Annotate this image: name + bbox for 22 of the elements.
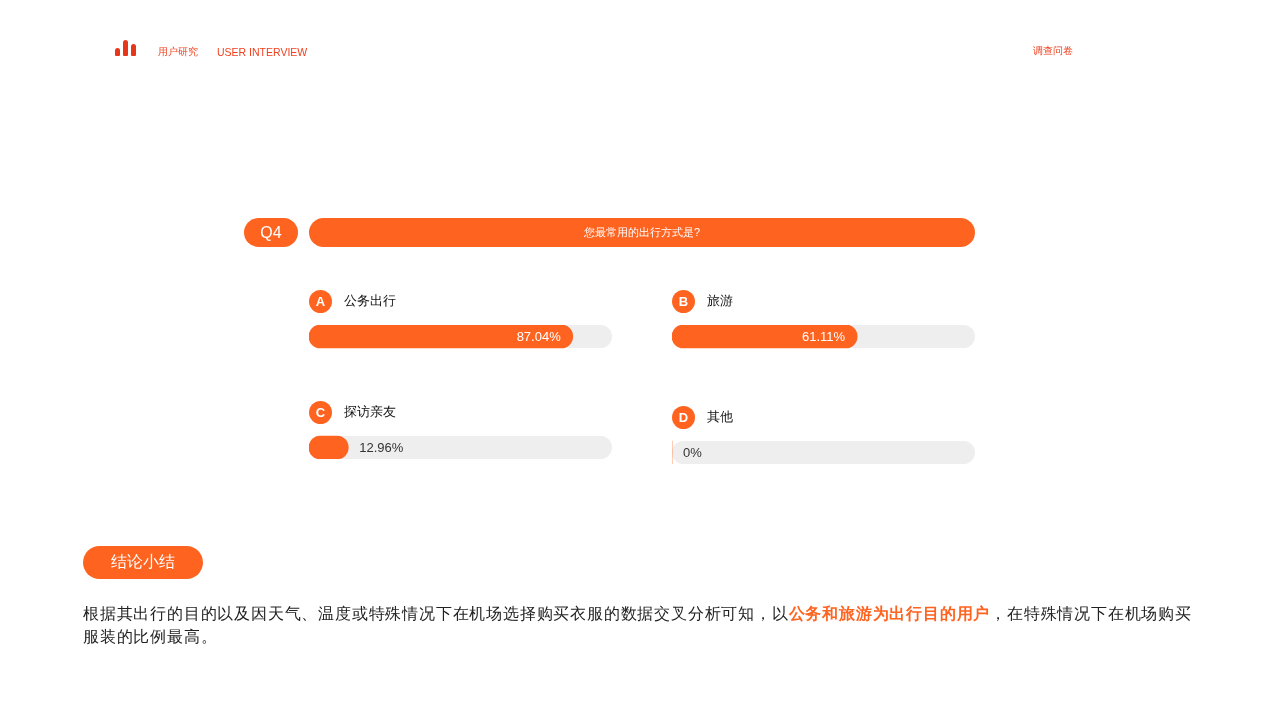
data-label: 87.04% [516, 329, 562, 345]
annotation: C [309, 401, 332, 424]
text: 调查问卷 [1033, 45, 1073, 57]
text: 服装的比例最高。 [83, 628, 218, 645]
text: USER INTERVIEW [217, 46, 308, 58]
text: 根据其出行的目的以及因天气、温度或特殊情况下在机场选择购买衣服的数据交叉分析可知，以 [83, 605, 789, 622]
text: ，在特殊情况下在机场购买 [990, 605, 1192, 622]
annotation: A [309, 290, 332, 313]
y-tick-label: 探访亲友 [344, 404, 396, 420]
annotation: D [672, 406, 695, 429]
text: 结论小结 [83, 546, 203, 579]
annotation: B [672, 290, 695, 313]
text: Q4 [244, 218, 298, 247]
y-tick-label: 公务出行 [344, 293, 396, 309]
text: 公务和旅游为出行目的用户 [788, 605, 991, 622]
data-label: 12.96% [359, 440, 404, 456]
y-tick-label: 其他 [707, 409, 733, 425]
text: 您最常用的出行方式是? [309, 218, 975, 247]
y-tick-label: 旅游 [707, 293, 733, 309]
data-label: 61.11% [802, 329, 846, 345]
data-label: 0% [683, 445, 703, 461]
text: 用户研究 [158, 46, 198, 58]
